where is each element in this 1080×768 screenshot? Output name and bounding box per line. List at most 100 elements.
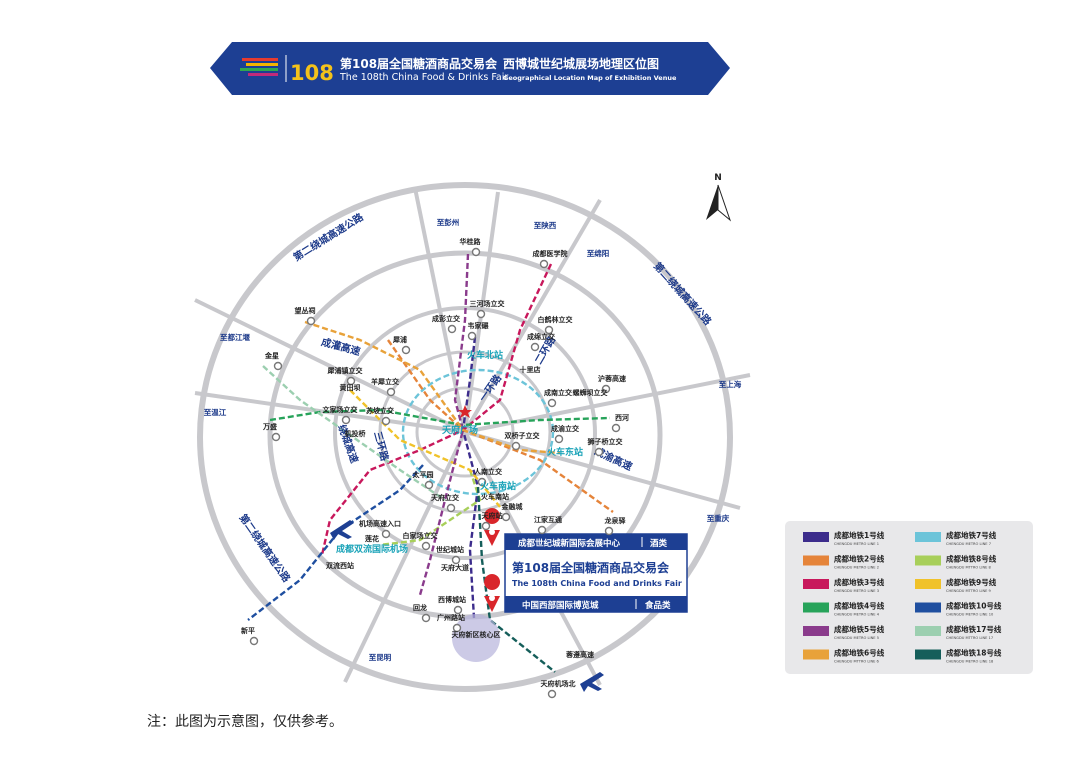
station-label: 螺蛳坝立交: [573, 388, 609, 397]
station-dot: [446, 503, 456, 513]
station-dot: [530, 342, 540, 352]
station-dot: [421, 541, 431, 551]
station-dot: [481, 521, 491, 531]
venue-name: 成都世纪城新国际会展中心: [518, 538, 621, 549]
station-label: 成渝立交: [551, 424, 580, 433]
station-label: 白鹤林立交: [538, 315, 574, 324]
station-label: 天府立交: [431, 493, 460, 502]
station-label: 韦家碾: [468, 321, 489, 330]
north-arrow: [717, 184, 732, 222]
hub-label: 成都双流国际机场: [336, 543, 408, 555]
legend-label-en: CHENGDU METRO LINE 10: [946, 613, 994, 617]
station-label: 天府新区核心区: [452, 630, 501, 639]
station-label: 成都医学院: [533, 249, 568, 258]
station-label: 狮子桥立交: [587, 437, 624, 446]
legend-label-en: CHENGDU METRO LINE 7: [946, 542, 991, 546]
station-label: 火车南站: [481, 492, 509, 501]
venue-category: 食品类: [645, 600, 671, 611]
legend-box: [785, 521, 1033, 674]
station-dot: [424, 480, 434, 490]
hub-label: 火车东站: [547, 446, 583, 458]
station-dot: [537, 525, 547, 535]
metro-lines: [247, 253, 614, 673]
legend-swatch: [803, 579, 829, 589]
station-label: 太平园: [413, 470, 434, 479]
station-dot: [511, 441, 521, 451]
station-dot: [306, 316, 316, 326]
station-label: 羊犀立交: [371, 377, 400, 386]
station-dot: [604, 526, 614, 536]
station-dot: [249, 636, 259, 646]
station-dot: [476, 309, 486, 319]
station-label: 十里店: [520, 365, 541, 374]
station-dot: [346, 376, 356, 386]
legend-label-en: CHENGDU METRO LINE 3: [834, 589, 879, 593]
station-label: 西博城站: [438, 595, 466, 604]
station-dot: [544, 325, 554, 335]
legend-swatch: [803, 626, 829, 636]
station-label: 西河: [615, 413, 629, 422]
station-label: 机场高速入口: [359, 519, 401, 528]
road-label: 第二绕城高速公路: [651, 260, 715, 329]
north-label: N: [714, 173, 722, 183]
station-label: 蓉遵高速: [566, 650, 594, 659]
airport-icon: [580, 672, 604, 692]
legend-label: 成都地铁4号线: [834, 601, 885, 611]
core-area: [452, 614, 500, 662]
station-label: 金融城: [501, 502, 523, 511]
station-label: 双流西站: [326, 561, 354, 570]
legend-swatch: [915, 649, 941, 660]
station-label: 文家场立交: [323, 405, 359, 414]
station-label: 回龙: [413, 603, 427, 612]
north-arrow: [706, 185, 718, 220]
station-dot: [501, 512, 511, 522]
station-dot: [381, 529, 391, 539]
legend-label-en: CHENGDU METRO LINE 2: [834, 566, 879, 570]
legend-swatch: [915, 532, 941, 542]
station-dot: [471, 247, 481, 257]
station-dot: [447, 324, 457, 334]
station-dot: [451, 555, 461, 565]
station-dot: [453, 605, 463, 615]
station-label: 世纪城站: [436, 545, 464, 554]
station-label: 成南立交: [544, 388, 573, 397]
legend-swatch: [915, 579, 941, 589]
station-label: 人南立交: [474, 467, 503, 476]
legend-swatch: [803, 532, 829, 542]
station-label: 三河场立交: [470, 299, 506, 308]
legend-swatch: [803, 602, 829, 613]
venue-title-en: The 108th China Food and Drinks Fair: [512, 579, 682, 588]
station-label: 天府站: [482, 511, 503, 520]
station-dot: [341, 415, 351, 425]
header-title: 第108届全国糖酒商品交易会: [340, 56, 498, 71]
direction-label: 至重庆: [707, 513, 730, 523]
direction-label: 至都江堰: [220, 332, 250, 342]
direction-label: 至昆明: [369, 652, 392, 662]
header-subtitle: 西博城世纪城展场地理区位图: [503, 56, 659, 71]
station-label: 新平: [241, 626, 255, 635]
station-label: 江家互通: [534, 515, 563, 524]
direction-label: 至陕西: [534, 220, 557, 230]
legend-label-en: CHENGDU METRO LINE 4: [834, 613, 880, 617]
station-label: 万盛: [262, 422, 277, 431]
station-label: 犀浦: [392, 335, 407, 344]
station-label: 广州路站: [437, 613, 465, 622]
station-dot: [539, 259, 549, 269]
venue-title: 第108届全国糖酒商品交易会: [512, 560, 670, 575]
station-dot: [381, 416, 391, 426]
direction-label: 至上海: [719, 379, 742, 389]
legend-label: 成都地铁2号线: [834, 554, 885, 564]
legend-label-en: CHENGDU MTTRO LINE 6: [834, 660, 880, 664]
road-label: 三环路: [371, 430, 392, 463]
station-label: 白家场立交: [403, 531, 439, 540]
station-label: 华桂路: [460, 237, 482, 246]
header-banner: [210, 42, 730, 95]
station-label: 金星: [264, 351, 279, 360]
legend-label-en: CHENGDU MTTRO LINE 8: [946, 566, 992, 570]
venue-pins: [484, 508, 501, 612]
legend-label: 成都地铁1号线: [834, 530, 885, 540]
station-dot: [467, 331, 477, 341]
header-title-en: The 108th China Food & Drinks Fair: [339, 72, 508, 83]
